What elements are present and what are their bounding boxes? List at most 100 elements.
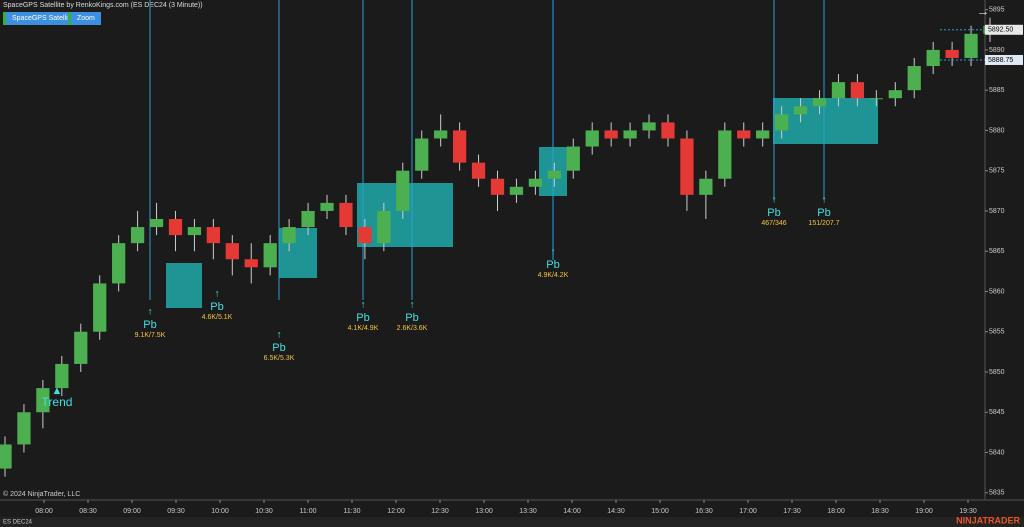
annotation-detail: 4.6K/5.1K xyxy=(202,314,233,321)
price-marker xyxy=(985,54,1023,65)
annotation-detail: 4.9K/4.2K xyxy=(538,272,569,279)
candle-body xyxy=(850,82,865,99)
candle-body xyxy=(680,138,694,195)
annotation-label: Pb xyxy=(272,342,285,354)
x-tick-label: 14:00 xyxy=(563,508,581,515)
candle-body xyxy=(756,130,770,139)
x-tick-label: 18:30 xyxy=(871,508,889,515)
candle-body xyxy=(793,106,808,115)
candle-body xyxy=(642,122,656,131)
x-tick-label: 18:00 xyxy=(827,508,845,515)
candle-body xyxy=(604,130,618,139)
candle-body xyxy=(585,130,599,147)
candle-body xyxy=(36,388,50,413)
x-tick-label: 19:30 xyxy=(959,508,977,515)
candle-body xyxy=(282,227,296,244)
annotation-detail: 467/346 xyxy=(761,220,786,227)
candle-body xyxy=(509,186,524,195)
y-tick-label: 5845 xyxy=(989,409,1005,416)
button[interactable]: SpaceGPS Satellite xyxy=(3,12,80,25)
annotation-label: Pb xyxy=(143,319,156,331)
candle-body xyxy=(452,130,467,163)
x-tick-label: 15:00 xyxy=(651,508,669,515)
x-tick-label: 13:00 xyxy=(475,508,493,515)
candle-body xyxy=(263,243,277,268)
x-tick-label: 13:30 xyxy=(519,508,537,515)
candle-body xyxy=(244,259,258,268)
button[interactable]: Zoom xyxy=(68,12,101,25)
annotation-label: Pb xyxy=(405,312,418,324)
annotation-label: Pb xyxy=(546,259,559,271)
y-tick-label: 5875 xyxy=(989,168,1005,175)
annotation-arrow: ↑ xyxy=(215,289,220,300)
annotation-arrow: ↑ xyxy=(410,300,415,311)
candle-body xyxy=(168,219,183,236)
copyright: © 2024 NinjaTrader, LLC xyxy=(3,490,80,498)
candle-body xyxy=(775,114,789,131)
x-tick-label: 17:30 xyxy=(783,508,801,515)
candle-body xyxy=(964,33,978,58)
candle-body xyxy=(490,178,505,195)
candle-body xyxy=(17,412,31,445)
y-tick-label: 5835 xyxy=(989,490,1005,497)
y-tick-label: 5850 xyxy=(989,369,1005,376)
candle-body xyxy=(831,82,846,99)
y-tick-label: 5865 xyxy=(989,248,1005,255)
x-tick-label: 19:00 xyxy=(915,508,933,515)
x-tick-label: 10:30 xyxy=(255,508,273,515)
candle-body xyxy=(93,283,107,332)
instrument-tab[interactable]: ES DEC24 xyxy=(3,520,33,526)
expand-arrow[interactable]: → xyxy=(977,3,990,18)
annotation-detail: 2.6K/3.6K xyxy=(397,325,428,332)
annotation-arrow: ↑ xyxy=(772,195,777,206)
candle-body xyxy=(699,178,713,195)
candle-body xyxy=(888,90,902,99)
candle-body xyxy=(907,66,921,91)
x-tick-label: 10:00 xyxy=(211,508,229,515)
candle-body xyxy=(74,331,88,364)
candle-body xyxy=(415,138,429,171)
candle-body xyxy=(566,146,580,171)
candle-body xyxy=(339,202,353,228)
candle-body xyxy=(737,130,751,139)
y-tick-label: 5885 xyxy=(989,87,1005,94)
candle-body xyxy=(206,227,220,244)
annotation-arrow: ↑ xyxy=(822,195,827,206)
brand: NINJATRADER xyxy=(956,515,1020,525)
annotation-label: Pb xyxy=(767,207,780,219)
annotation-arrow: ↑ xyxy=(148,307,153,318)
candle-body xyxy=(225,243,239,260)
candle-body xyxy=(812,98,827,107)
candle-body xyxy=(320,202,334,211)
y-tick-label: 5840 xyxy=(989,449,1005,456)
candle-body xyxy=(187,227,202,236)
annotation-label: Pb xyxy=(817,207,830,219)
tab-bar xyxy=(0,517,1024,527)
candle-body xyxy=(149,219,164,228)
zone xyxy=(166,263,202,308)
candle-body xyxy=(547,170,561,179)
trend-label: Trend xyxy=(42,395,73,409)
y-tick-label: 5890 xyxy=(989,47,1005,54)
x-tick-label: 08:00 xyxy=(35,508,53,515)
annotation-label: Pb xyxy=(210,301,223,313)
candle-body xyxy=(396,170,410,211)
candle-body xyxy=(377,210,391,244)
x-tick-label: 14:30 xyxy=(607,508,625,515)
x-tick-label: 08:30 xyxy=(79,508,97,515)
chart-title: SpaceGPS Satellite by RenkoKings.com (ES… xyxy=(3,2,203,9)
annotation-arrow: ↑ xyxy=(277,330,282,341)
x-tick-label: 12:30 xyxy=(431,508,449,515)
annotation-arrow: ↑ xyxy=(551,247,556,258)
y-tick-label: 5895 xyxy=(989,7,1005,14)
y-tick-label: 5860 xyxy=(989,288,1005,295)
annotation-detail: 151/207.7 xyxy=(808,220,839,227)
x-tick-label: 09:30 xyxy=(167,508,185,515)
candle-body xyxy=(623,130,637,139)
candle-body xyxy=(945,49,959,58)
candle-body xyxy=(926,49,940,67)
candle-body xyxy=(55,363,69,389)
price-marker xyxy=(985,24,1023,35)
